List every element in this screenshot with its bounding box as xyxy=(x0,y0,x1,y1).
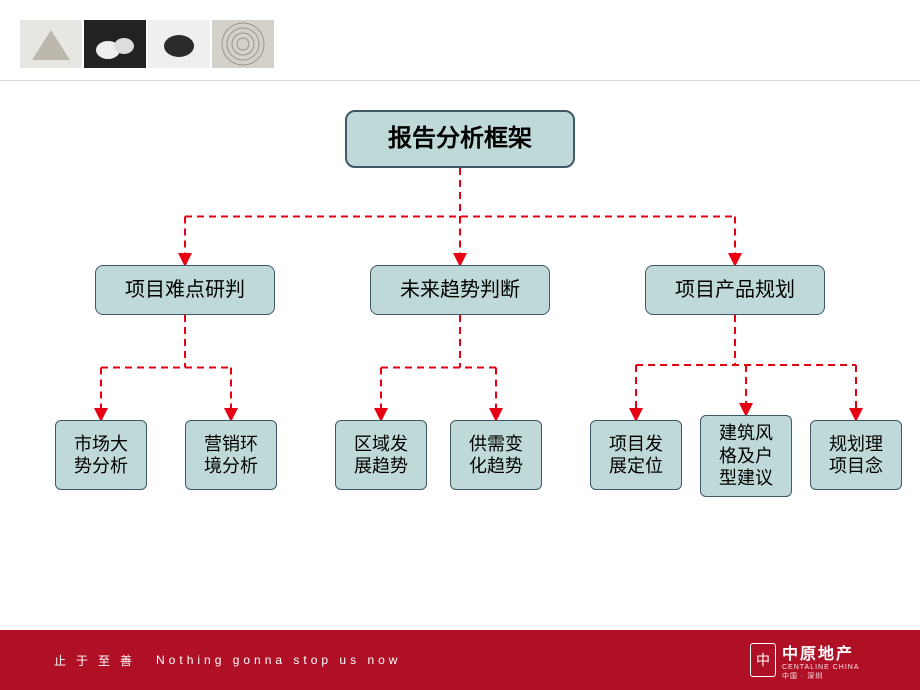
node-m1: 项目难点研判 xyxy=(95,265,275,315)
node-label: 项目发 展定位 xyxy=(609,433,663,478)
header-thumbnails xyxy=(20,20,274,68)
node-label: 项目难点研判 xyxy=(125,278,245,303)
slide: 止于至善 Nothing gonna stop us now 中 中原地产 CE… xyxy=(0,0,920,690)
connectors xyxy=(0,0,920,690)
node-l2: 营销环 境分析 xyxy=(185,420,277,490)
thumb-two-stones xyxy=(84,20,146,68)
thumb-ripples xyxy=(212,20,274,68)
node-label: 市场大 势分析 xyxy=(74,433,128,478)
node-m3: 项目产品规划 xyxy=(645,265,825,315)
footer-text-cn: 止于至善 xyxy=(54,652,142,669)
node-label: 营销环 境分析 xyxy=(204,433,258,478)
node-l3: 区域发 展趋势 xyxy=(335,420,427,490)
footer-logo: 中 中原地产 CENTALINE CHINA 中国 · 深圳 xyxy=(750,638,890,682)
node-root: 报告分析框架 xyxy=(345,110,575,168)
node-m2: 未来趋势判断 xyxy=(370,265,550,315)
node-label: 报告分析框架 xyxy=(388,124,532,154)
node-l6: 建筑风 格及户 型建议 xyxy=(700,415,792,497)
node-l1: 市场大 势分析 xyxy=(55,420,147,490)
footer-bar: 止于至善 Nothing gonna stop us now 中 中原地产 CE… xyxy=(0,630,920,690)
node-label: 建筑风 格及户 型建议 xyxy=(719,422,773,490)
logo-sub2: 中国 · 深圳 xyxy=(782,671,860,681)
node-l5: 项目发 展定位 xyxy=(590,420,682,490)
node-l4: 供需变 化趋势 xyxy=(450,420,542,490)
thumb-sand-cone xyxy=(20,20,82,68)
logo-sub: CENTALINE CHINA xyxy=(782,664,860,671)
node-label: 未来趋势判断 xyxy=(400,278,520,303)
logo-brand: 中原地产 xyxy=(782,640,860,664)
node-l7: 规划理 项目念 xyxy=(810,420,902,490)
node-label: 项目产品规划 xyxy=(675,278,795,303)
footer-text-en: Nothing gonna stop us now xyxy=(156,653,401,667)
node-label: 区域发 展趋势 xyxy=(354,433,408,478)
node-label: 规划理 项目念 xyxy=(829,433,883,478)
logo-mark-icon: 中 xyxy=(750,643,776,677)
node-label: 供需变 化趋势 xyxy=(469,433,523,478)
thumb-pebble xyxy=(148,20,210,68)
header-rule xyxy=(0,80,920,81)
